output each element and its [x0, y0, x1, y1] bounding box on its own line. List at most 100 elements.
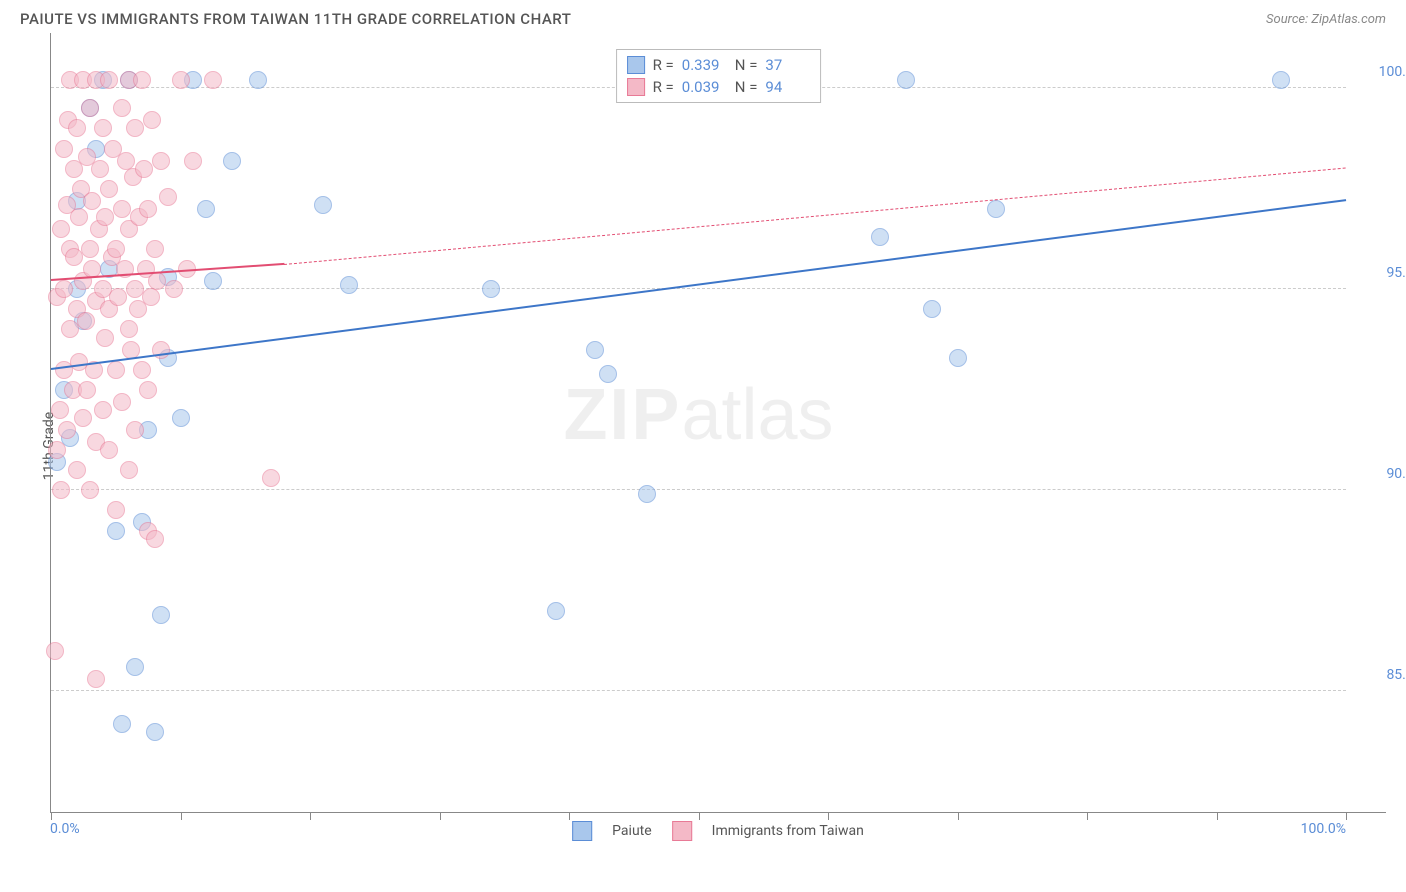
scatter-point: [197, 200, 215, 218]
scatter-point: [599, 365, 617, 383]
y-tick-label: 100.0%: [1379, 64, 1406, 80]
scatter-point: [120, 461, 138, 479]
x-tick: [440, 812, 441, 820]
legend-swatch-paiute: [572, 821, 592, 841]
scatter-point: [223, 152, 241, 170]
legend-label-taiwan: Immigrants from Taiwan: [712, 823, 864, 839]
scatter-point: [91, 160, 109, 178]
chart-container: ZIPatlas R = 0.339 N = 37 R = 0.039 N = …: [50, 33, 1386, 813]
scatter-point: [113, 715, 131, 733]
y-tick-label: 95.0%: [1386, 265, 1406, 281]
x-tick: [569, 812, 570, 820]
x-tick: [310, 812, 311, 820]
scatter-point: [48, 441, 66, 459]
x-max-label: 100.0%: [1301, 821, 1346, 837]
watermark: ZIPatlas: [563, 374, 833, 456]
scatter-point: [113, 200, 131, 218]
scatter-point: [159, 188, 177, 206]
swatch-paiute: [627, 56, 645, 74]
scatter-point: [77, 312, 95, 330]
scatter-point: [638, 485, 656, 503]
scatter-point: [1272, 71, 1290, 89]
scatter-point: [87, 670, 105, 688]
scatter-point: [78, 381, 96, 399]
scatter-point: [204, 71, 222, 89]
trend-line: [51, 199, 1346, 370]
trend-line-dashed: [284, 168, 1346, 266]
scatter-point: [83, 192, 101, 210]
scatter-point: [55, 280, 73, 298]
scatter-point: [113, 99, 131, 117]
gridline: [51, 288, 1346, 289]
scatter-point: [81, 240, 99, 258]
n-value-paiute: 37: [765, 56, 810, 74]
legend-label-paiute: Paiute: [612, 823, 652, 839]
scatter-point: [109, 288, 127, 306]
scatter-point: [126, 119, 144, 137]
x-tick: [699, 812, 700, 820]
scatter-point: [586, 341, 604, 359]
x-tick: [1346, 812, 1347, 820]
scatter-point: [148, 272, 166, 290]
gridline: [51, 690, 1346, 691]
scatter-point: [152, 152, 170, 170]
scatter-point: [897, 71, 915, 89]
scatter-point: [107, 522, 125, 540]
scatter-point: [146, 723, 164, 741]
chart-header: PAIUTE VS IMMIGRANTS FROM TAIWAN 11TH GR…: [0, 0, 1406, 33]
scatter-point: [135, 160, 153, 178]
scatter-point: [68, 461, 86, 479]
watermark-light: atlas: [681, 375, 833, 455]
x-tick: [1087, 812, 1088, 820]
y-tick-label: 85.0%: [1386, 667, 1406, 683]
scatter-point: [68, 119, 86, 137]
scatter-point: [107, 240, 125, 258]
scatter-point: [143, 111, 161, 129]
scatter-point: [74, 409, 92, 427]
scatter-point: [52, 220, 70, 238]
x-tick: [51, 812, 52, 820]
source-label: Source: ZipAtlas.com: [1266, 12, 1386, 27]
scatter-point: [133, 361, 151, 379]
n-value-taiwan: 94: [765, 78, 810, 96]
scatter-point: [81, 481, 99, 499]
scatter-point: [482, 280, 500, 298]
scatter-point: [172, 409, 190, 427]
scatter-point: [100, 180, 118, 198]
scatter-point: [126, 658, 144, 676]
x-tick: [958, 812, 959, 820]
r-value-paiute: 0.339: [682, 56, 727, 74]
y-tick-label: 90.0%: [1386, 466, 1406, 482]
scatter-point: [51, 401, 69, 419]
x-tick: [1217, 812, 1218, 820]
scatter-point: [152, 606, 170, 624]
scatter-point: [262, 469, 280, 487]
scatter-point: [146, 530, 164, 548]
scatter-point: [249, 71, 267, 89]
scatter-point: [113, 393, 131, 411]
scatter-point: [96, 208, 114, 226]
scatter-point: [107, 361, 125, 379]
scatter-point: [96, 329, 114, 347]
scatter-point: [94, 119, 112, 137]
scatter-point: [139, 200, 157, 218]
scatter-point: [70, 208, 88, 226]
scatter-point: [142, 288, 160, 306]
scatter-point: [146, 240, 164, 258]
gridline: [51, 489, 1346, 490]
scatter-point: [107, 501, 125, 519]
x-min-label: 0.0%: [50, 821, 80, 837]
scatter-point: [165, 280, 183, 298]
swatch-taiwan: [627, 78, 645, 96]
scatter-point: [100, 441, 118, 459]
stat-row-taiwan: R = 0.039 N = 94: [627, 76, 811, 98]
r-value-taiwan: 0.039: [682, 78, 727, 96]
scatter-point: [314, 196, 332, 214]
scatter-point: [126, 421, 144, 439]
scatter-point: [100, 71, 118, 89]
r-label: R =: [653, 56, 674, 74]
watermark-bold: ZIP: [563, 375, 681, 455]
scatter-point: [120, 320, 138, 338]
scatter-point: [55, 140, 73, 158]
chart-title: PAIUTE VS IMMIGRANTS FROM TAIWAN 11TH GR…: [20, 10, 571, 28]
